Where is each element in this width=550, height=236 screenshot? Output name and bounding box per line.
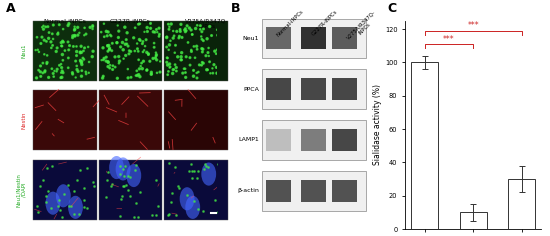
FancyBboxPatch shape (332, 180, 356, 202)
Ellipse shape (201, 163, 216, 186)
FancyBboxPatch shape (301, 27, 326, 49)
FancyBboxPatch shape (99, 160, 162, 220)
Ellipse shape (116, 157, 130, 181)
Ellipse shape (46, 192, 60, 215)
FancyBboxPatch shape (332, 78, 356, 100)
Text: Neu1: Neu1 (21, 44, 27, 58)
FancyBboxPatch shape (266, 180, 291, 202)
FancyBboxPatch shape (33, 160, 97, 220)
Text: G227R-iNPCs: G227R-iNPCs (311, 9, 338, 37)
FancyBboxPatch shape (262, 69, 366, 109)
FancyBboxPatch shape (332, 27, 356, 49)
Ellipse shape (109, 156, 124, 179)
FancyBboxPatch shape (262, 120, 366, 160)
Ellipse shape (56, 184, 71, 207)
Text: B: B (231, 2, 240, 15)
FancyBboxPatch shape (301, 180, 326, 202)
Ellipse shape (185, 196, 200, 219)
Text: Normal-iNPCs: Normal-iNPCs (276, 9, 305, 38)
Text: G227R-iNPCs: G227R-iNPCs (110, 19, 151, 24)
Text: V275A/R347Q-
iNPCs: V275A/R347Q- iNPCs (345, 9, 381, 44)
FancyBboxPatch shape (164, 21, 228, 81)
Text: C: C (387, 2, 397, 15)
Text: Neu1/Nestin
/DAPI: Neu1/Nestin /DAPI (16, 173, 27, 207)
Ellipse shape (68, 196, 83, 219)
Text: β-actin: β-actin (237, 188, 259, 193)
Text: Neu1: Neu1 (243, 36, 259, 41)
FancyBboxPatch shape (266, 129, 291, 151)
Text: Normal-iNPCs: Normal-iNPCs (43, 19, 86, 24)
FancyBboxPatch shape (301, 129, 326, 151)
FancyBboxPatch shape (262, 171, 366, 211)
FancyBboxPatch shape (33, 90, 97, 150)
Text: PPCA: PPCA (243, 87, 259, 92)
Ellipse shape (126, 164, 141, 187)
FancyBboxPatch shape (262, 19, 366, 58)
FancyBboxPatch shape (164, 160, 228, 220)
FancyBboxPatch shape (99, 21, 162, 81)
Text: LAMP1: LAMP1 (238, 138, 259, 143)
FancyBboxPatch shape (33, 21, 97, 81)
FancyBboxPatch shape (266, 27, 291, 49)
FancyBboxPatch shape (332, 129, 356, 151)
FancyBboxPatch shape (266, 78, 291, 100)
FancyBboxPatch shape (301, 78, 326, 100)
Ellipse shape (180, 187, 195, 210)
FancyBboxPatch shape (164, 90, 228, 150)
Text: V275A/R347Q-
iNPCs: V275A/R347Q- iNPCs (185, 19, 229, 29)
Text: Nestin: Nestin (21, 112, 27, 129)
Text: A: A (6, 2, 15, 15)
FancyBboxPatch shape (99, 90, 162, 150)
